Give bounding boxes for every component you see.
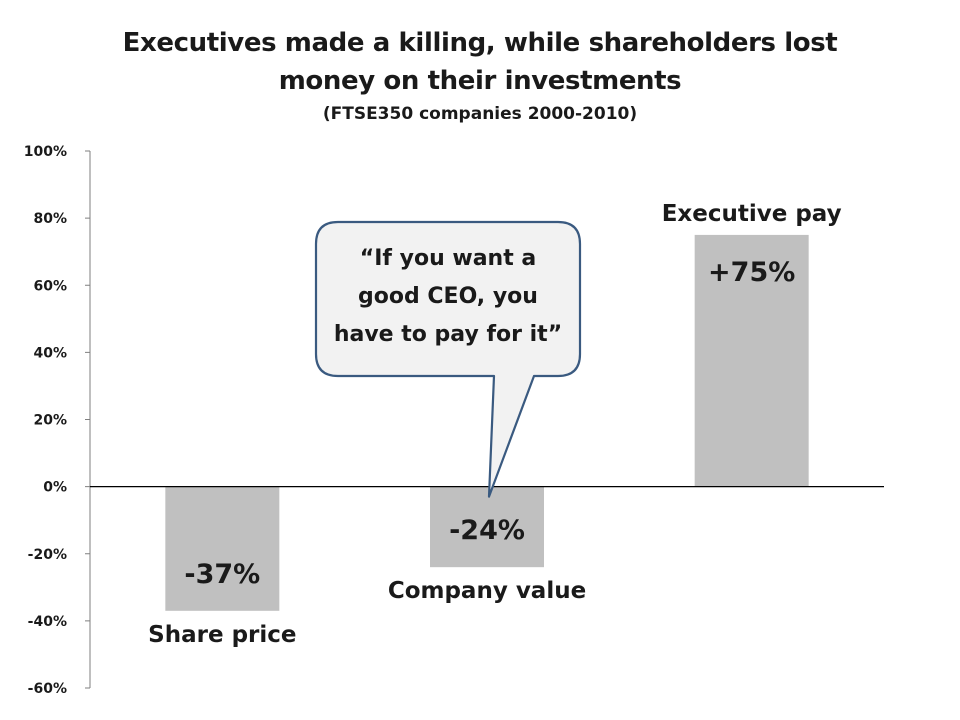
callout-line-3: have to pay for it”	[333, 322, 563, 347]
y-tick-label: -60%	[28, 681, 67, 697]
y-tick-label: 40%	[33, 345, 67, 361]
y-tick-label: 0%	[43, 480, 67, 496]
category-label: Executive pay	[662, 201, 842, 227]
category-label: Share price	[148, 622, 296, 648]
y-tick-label: 100%	[24, 144, 67, 160]
y-tick-label: 80%	[33, 211, 67, 227]
y-tick-label: -40%	[28, 614, 67, 630]
data-label: -24%	[449, 515, 525, 546]
bar	[430, 486, 544, 568]
callout-line-1: “If you want a	[359, 246, 537, 271]
chart-title-line-2: money on their investments	[278, 66, 682, 96]
chart-subtitle: (FTSE350 companies 2000-2010)	[322, 104, 638, 124]
data-label: +75%	[708, 257, 795, 288]
y-tick-label: 60%	[33, 278, 67, 294]
bar	[694, 234, 809, 487]
callout-bubble	[314, 220, 582, 498]
y-tick-label: -20%	[28, 547, 67, 563]
data-label: -37%	[184, 559, 260, 590]
chart-title-line-1: Executives made a killing, while shareho…	[122, 28, 838, 58]
callout-text: “If you want a good CEO, you have to pay…	[316, 240, 580, 354]
category-label: Company value	[388, 578, 586, 604]
y-tick-label: 20%	[33, 413, 67, 429]
bar	[165, 486, 280, 611]
callout-line-2: good CEO, you	[358, 284, 538, 309]
